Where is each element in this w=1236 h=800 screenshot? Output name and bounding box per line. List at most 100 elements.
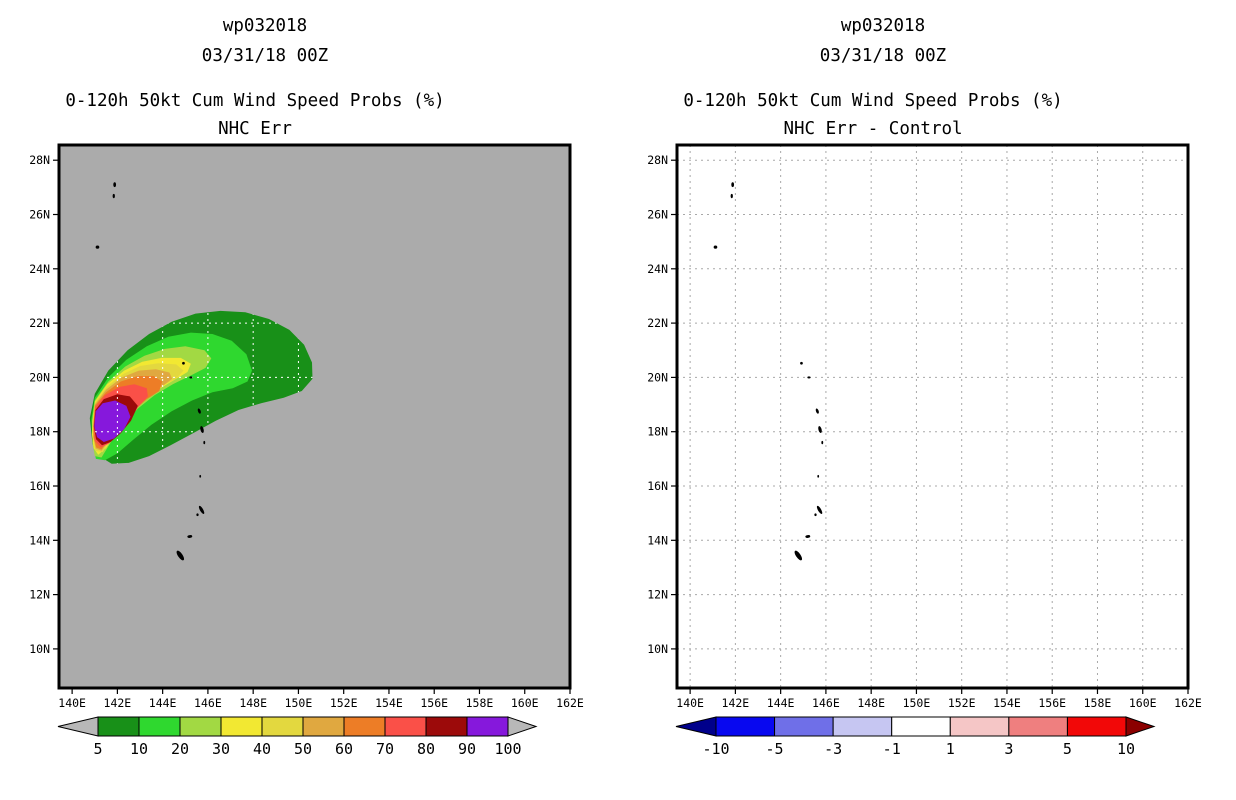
colorbar-segment (97, 716, 140, 737)
island (821, 440, 824, 445)
lon-tick-label: 148E (239, 696, 267, 710)
colorbar-segment (891, 716, 951, 737)
lon-tick-label: 154E (993, 696, 1021, 710)
subtitle2-right: NHC Err - Control (783, 119, 963, 139)
datetime-left: 03/31/18 00Z (201, 46, 329, 66)
lon-tick-label: 150E (285, 696, 313, 710)
storm-id-left: wp032018 (222, 16, 308, 36)
lon-tick-label: 160E (1129, 696, 1157, 710)
lat-tick-label: 12N (647, 588, 668, 602)
colorbar-segment (384, 716, 427, 737)
lat-tick-label: 22N (647, 316, 668, 330)
lon-tick-label: 156E (420, 696, 448, 710)
colorbar-label: 1 (946, 740, 955, 758)
colorbar-segment (774, 716, 834, 737)
colorbar-segment (1008, 716, 1068, 737)
island (800, 361, 803, 365)
colorbar-label: 5 (1063, 740, 1072, 758)
colorbar-segment (1066, 716, 1127, 737)
lat-tick-label: 14N (29, 533, 50, 547)
colorbar-segment (343, 716, 386, 737)
colorbar-label: 30 (212, 740, 230, 758)
axis-labels: 140E 142E 144E 146E 148E 150E 152E 154E 156E 158E… (647, 153, 1202, 710)
lon-tick-label: 162E (556, 696, 584, 710)
colorbar-label: 10 (1117, 740, 1135, 758)
colorbar-label: 10 (130, 740, 148, 758)
colorbar-arrow-right (507, 716, 538, 737)
probability-contours (89, 310, 313, 464)
island (731, 182, 735, 188)
lat-tick-label: 18N (29, 425, 50, 439)
island (815, 408, 819, 414)
lat-tick-label: 28N (29, 153, 50, 167)
lat-tick-label: 20N (29, 370, 50, 384)
lon-tick-label: 146E (812, 696, 840, 710)
axis-labels: 140E 142E 144E 146E 148E 150E 152E 154E 156E 158E… (29, 153, 584, 710)
island (95, 245, 100, 249)
colorbar-label: -5 (766, 740, 784, 758)
lon-tick-label: 142E (722, 696, 750, 710)
colorbar-segment (302, 716, 345, 737)
colorbar-segment (425, 716, 468, 737)
lat-tick-label: 10N (647, 642, 668, 656)
colorbar-label: 40 (253, 740, 271, 758)
colorbar-arrow-left (675, 716, 717, 737)
colorbar-label: 20 (171, 740, 189, 758)
island (197, 408, 201, 414)
island (200, 426, 204, 433)
island (730, 193, 733, 199)
lat-tick-label: 28N (647, 153, 668, 167)
lat-tick-label: 24N (647, 262, 668, 276)
colorbar-label: -10 (702, 740, 729, 758)
gridlines (677, 145, 1188, 688)
colorbar-label: 60 (335, 740, 353, 758)
colorbar-segment (949, 716, 1010, 737)
colorbar-label: -3 (824, 740, 842, 758)
island (182, 361, 185, 365)
island (113, 182, 117, 188)
colorbar-labels: -10 -5 -3 -1 1 3 5 10 (702, 740, 1135, 758)
colorbar-label: -1 (883, 740, 901, 758)
island (807, 376, 811, 379)
colorbar-arrow-right (1125, 716, 1156, 737)
subtitle2-left: NHC Err (218, 119, 292, 139)
lon-tick-label: 144E (149, 696, 177, 710)
wind-prob-map-nhc-err-minus-control: 140E 142E 144E 146E 148E 150E 152E 154E 156E 158E… (647, 143, 1202, 758)
lat-tick-label: 22N (29, 316, 50, 330)
lon-tick-label: 144E (767, 696, 795, 710)
axis-ticks (53, 159, 571, 694)
island (817, 474, 820, 478)
lon-tick-label: 158E (1084, 696, 1112, 710)
island (203, 440, 206, 445)
colorbar-segment (715, 716, 776, 737)
lat-tick-label: 18N (647, 425, 668, 439)
colorbar (57, 716, 538, 737)
lon-tick-label: 146E (194, 696, 222, 710)
island (794, 550, 803, 561)
colorbar-segment (832, 716, 893, 737)
lon-tick-label: 140E (676, 696, 704, 710)
lon-tick-label: 150E (903, 696, 931, 710)
map-border (675, 143, 1190, 690)
lat-tick-label: 24N (29, 262, 50, 276)
island (196, 513, 199, 517)
lat-tick-label: 26N (29, 208, 50, 222)
colorbar-label: 70 (376, 740, 394, 758)
lon-tick-label: 142E (104, 696, 132, 710)
lat-tick-label: 12N (29, 588, 50, 602)
colorbar-label: 5 (93, 740, 102, 758)
colorbar-segment (261, 716, 304, 737)
island (198, 505, 205, 514)
island-outlines (95, 182, 206, 561)
subtitle-left: 0-120h 50kt Cum Wind Speed Probs (%) (65, 91, 445, 111)
colorbar-labels: 5 10 20 30 40 50 60 70 80 90 100 (93, 740, 521, 758)
wind-prob-map-nhc-err: 140E 142E 144E 146E 148E 150E 152E 154E 156E 158E… (29, 143, 584, 758)
subtitle-right: 0-120h 50kt Cum Wind Speed Probs (%) (683, 91, 1063, 111)
island (816, 505, 823, 514)
colorbar-segment (138, 716, 181, 737)
lon-tick-label: 158E (466, 696, 494, 710)
lon-tick-label: 162E (1174, 696, 1202, 710)
lat-tick-label: 10N (29, 642, 50, 656)
lat-tick-label: 16N (647, 479, 668, 493)
colorbar-label: 80 (417, 740, 435, 758)
